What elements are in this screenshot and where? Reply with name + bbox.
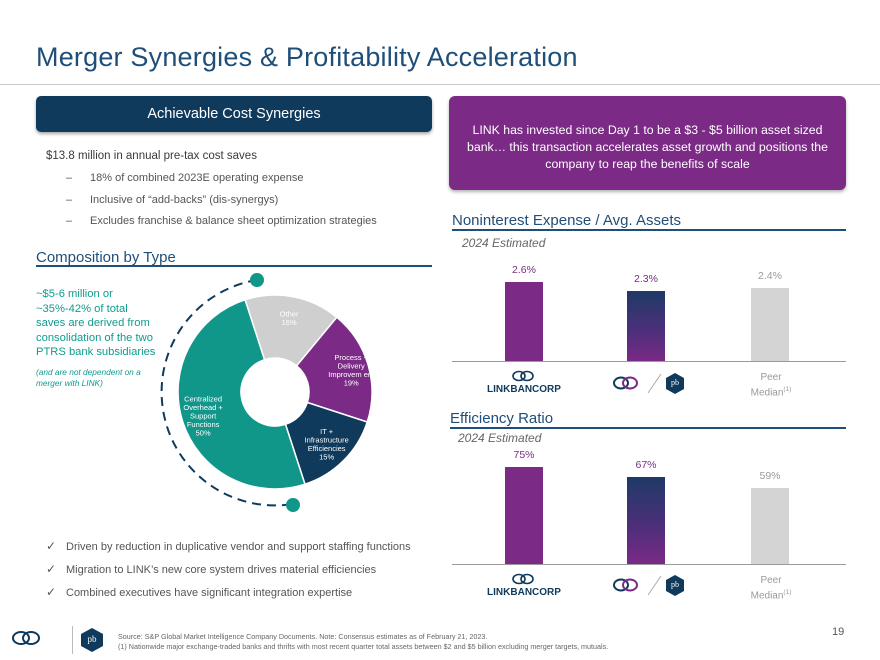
- efficiency-chart-subtitle: 2024 Estimated: [458, 431, 542, 445]
- pb-mark: pb: [671, 378, 679, 387]
- bar: [751, 288, 789, 362]
- bar: [505, 467, 543, 564]
- footer-link-logo: [6, 628, 46, 653]
- check-list: ✓ Driven by reduction in duplicative vend…: [46, 539, 426, 610]
- page-number: 19: [832, 626, 845, 638]
- donut-slice-label: Delivery: [338, 362, 365, 371]
- bar-value-label: 67%: [635, 459, 657, 472]
- donut-slice-label: Improvem ent: [328, 370, 375, 379]
- composition-note-italic: (and are not dependent on a merger with …: [36, 367, 141, 388]
- efficiency-chart-plot: 75% 67% 59%: [452, 446, 846, 564]
- composition-rule: [36, 265, 432, 267]
- pb-mark: pb: [87, 634, 97, 644]
- linkbancorp-logo: LINKBANCORP: [484, 370, 564, 401]
- donut-slice-label: Efficiencies: [308, 444, 346, 453]
- checkmark-icon: ✓: [46, 539, 57, 553]
- bar-value-label: 75%: [513, 449, 535, 461]
- nie-chart-subtitle: 2024 Estimated: [462, 236, 546, 250]
- list-item: Excludes franchise & balance sheet optim…: [66, 215, 426, 237]
- bar-value-label: 59%: [759, 469, 781, 482]
- list-item: 18% of combined 2023E operating expense: [66, 172, 426, 194]
- linkbancorp-wordmark: LINKBANCORP: [487, 384, 561, 395]
- page-title: Merger Synergies & Profitability Acceler…: [36, 42, 578, 72]
- donut-slice-label: 15%: [319, 452, 334, 461]
- bar-value-label: 2.6%: [512, 264, 536, 276]
- checkmark-icon: ✓: [46, 585, 57, 599]
- donut-slice-label: Support: [190, 411, 217, 420]
- efficiency-chart-axis: [452, 564, 846, 565]
- donut-slice-label: IT +: [320, 427, 334, 436]
- donut-slice: [177, 298, 306, 490]
- linkbancorp-wordmark: LINKBANCORP: [487, 587, 561, 598]
- checkmark-icon: ✓: [46, 562, 57, 576]
- donut-slice-label: Other: [280, 310, 299, 319]
- bracket-end-dot: [286, 498, 300, 512]
- donut-slice-label: 16%: [282, 318, 297, 327]
- footer-pb-logo: pb: [80, 627, 104, 658]
- cost-synergies-banner: Achievable Cost Synergies: [36, 96, 432, 132]
- donut-slice: [284, 401, 369, 486]
- bar-value-label: 2.3%: [634, 273, 658, 286]
- list-item: ✓ Driven by reduction in duplicative vend…: [46, 539, 411, 554]
- donut-slice-label: 19%: [344, 379, 359, 388]
- linkbancorp-logo: LINKBANCORP: [484, 573, 564, 604]
- pb-mark: pb: [671, 580, 679, 589]
- bar-value-label: 2.4%: [758, 270, 782, 283]
- cost-headline: $13.8 million in annual pre-tax cost sav…: [46, 150, 257, 162]
- donut-slice-label: Overhead +: [183, 403, 223, 412]
- footer-divider: [72, 626, 73, 654]
- donut-slice-label: Centralized: [184, 394, 222, 403]
- bracket-end-dot: [250, 273, 264, 287]
- peer-median-label: Peer Median(1): [750, 372, 792, 399]
- donut-slice-label: Process +: [334, 353, 368, 362]
- title-divider: [0, 84, 880, 85]
- cost-bullet-list: 18% of combined 2023E operating expense …: [66, 172, 426, 237]
- combined-logo: pb: [612, 372, 686, 401]
- nie-chart-axis: [452, 361, 846, 362]
- list-item: ✓ Migration to LINK’s new core system dri…: [46, 562, 377, 577]
- donut-slice-label: Functions: [187, 420, 220, 429]
- efficiency-chart-rule: [450, 427, 846, 429]
- bracket-arc: [160, 279, 294, 507]
- efficiency-chart-title: Efficiency Ratio: [450, 410, 554, 427]
- list-item: ✓ Combined executives have significant in…: [46, 585, 353, 600]
- bar: [505, 282, 543, 362]
- combined-logo: pb: [612, 574, 686, 603]
- donut-slice: [295, 316, 373, 423]
- footer-source: Source: S&P Global Market Intelligence C…: [118, 632, 609, 651]
- nie-chart-plot: 2.6% 2.3% 2.4%: [452, 250, 846, 362]
- nie-chart-rule: [452, 229, 846, 231]
- bar: [627, 291, 665, 362]
- composition-heading: Composition by Type: [36, 249, 176, 266]
- donut-slice-label: 50%: [196, 428, 211, 437]
- bar: [627, 477, 665, 564]
- donut-slice-label: Infrastructure: [305, 435, 349, 444]
- nie-chart-title: Noninterest Expense / Avg. Assets: [452, 212, 682, 229]
- bar: [751, 487, 789, 564]
- scale-callout-box: LINK has invested since Day 1 to be a $3…: [449, 96, 846, 190]
- list-item: Inclusive of “add-backs” (dis-synergys): [66, 194, 426, 216]
- composition-note: ~$5-6 million or ~35%-42% of total saves…: [36, 288, 156, 358]
- peer-median-label: Peer Median(1): [750, 575, 792, 602]
